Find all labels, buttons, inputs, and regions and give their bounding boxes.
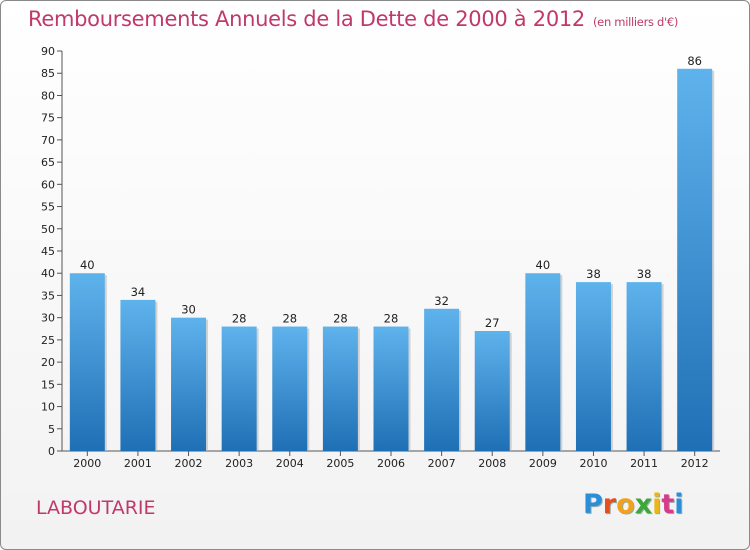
- bar-2005: [322, 326, 358, 451]
- y-tick-label: 25: [41, 334, 55, 347]
- chart-title: Remboursements Annuels de la Dette de 20…: [28, 7, 678, 31]
- bar-2001: [120, 299, 156, 451]
- logo-letter: i: [652, 489, 662, 520]
- bar-2007: [424, 308, 460, 451]
- bar-value-label: 28: [333, 312, 348, 326]
- x-tick-label: 2006: [377, 457, 405, 470]
- x-tick-label: 2012: [681, 457, 709, 470]
- x-tick-label: 2007: [428, 457, 456, 470]
- x-tick-label: 2005: [326, 457, 354, 470]
- chart-title-text: Remboursements Annuels de la Dette de 20…: [28, 7, 585, 31]
- y-tick-label: 45: [41, 245, 55, 258]
- chart-subtitle: (en milliers d'€): [593, 15, 679, 29]
- y-tick-label: 5: [48, 423, 55, 436]
- x-tick-label: 2009: [529, 457, 557, 470]
- logo-letter: o: [616, 489, 635, 520]
- x-tick-label: 2002: [175, 457, 203, 470]
- bar-value-label: 28: [232, 312, 247, 326]
- x-tick-label: 2011: [630, 457, 658, 470]
- logo-letter: r: [602, 489, 617, 520]
- y-tick-label: 55: [41, 201, 55, 214]
- y-tick-label: 0: [48, 445, 55, 458]
- proxiti-logo: Proxiti: [583, 489, 684, 520]
- bar-2008: [474, 331, 510, 451]
- bar-value-label: 34: [131, 285, 146, 299]
- bar-value-label: 86: [687, 54, 702, 68]
- y-tick-label: 50: [41, 223, 55, 236]
- bar-value-label: 27: [485, 316, 500, 330]
- y-tick-label: 80: [41, 89, 55, 102]
- bar-value-label: 40: [536, 258, 551, 272]
- y-tick-label: 85: [41, 67, 55, 80]
- y-tick-label: 20: [41, 356, 55, 369]
- x-tick-label: 2004: [276, 457, 304, 470]
- y-tick-label: 30: [41, 312, 55, 325]
- bar-2012: [677, 68, 713, 452]
- x-tick-label: 2008: [478, 457, 506, 470]
- bar-value-label: 38: [586, 267, 601, 281]
- y-tick-label: 75: [41, 112, 55, 125]
- logo-letter: t: [661, 489, 675, 520]
- bar-2003: [221, 326, 257, 451]
- y-tick-label: 40: [41, 267, 55, 280]
- bar-value-label: 28: [384, 312, 399, 326]
- x-tick-label: 2000: [73, 457, 101, 470]
- x-tick-label: 2010: [579, 457, 607, 470]
- logo-letter: x: [634, 489, 653, 520]
- bar-value-label: 30: [181, 303, 196, 317]
- bar-value-label: 40: [80, 258, 95, 272]
- logo-letter: P: [583, 489, 603, 520]
- y-tick-label: 15: [41, 378, 55, 391]
- bar-2010: [575, 282, 611, 451]
- y-tick-label: 65: [41, 156, 55, 169]
- bar-2006: [373, 326, 409, 451]
- bar-value-label: 32: [434, 294, 449, 308]
- bar-value-label: 28: [282, 312, 297, 326]
- bar-2000: [69, 273, 105, 451]
- y-tick-label: 90: [41, 45, 55, 58]
- y-tick-label: 35: [41, 289, 55, 302]
- bar-2004: [272, 326, 308, 451]
- bar-value-label: 38: [637, 267, 652, 281]
- x-tick-label: 2003: [225, 457, 253, 470]
- y-tick-label: 60: [41, 178, 55, 191]
- bar-2002: [171, 317, 207, 451]
- x-tick-label: 2001: [124, 457, 152, 470]
- commune-name: LABOUTARIE: [36, 497, 156, 519]
- bar-2011: [626, 282, 662, 451]
- y-tick-label: 10: [41, 401, 55, 414]
- bar-2009: [525, 273, 561, 451]
- logo-letter: i: [674, 489, 684, 520]
- y-tick-label: 70: [41, 134, 55, 147]
